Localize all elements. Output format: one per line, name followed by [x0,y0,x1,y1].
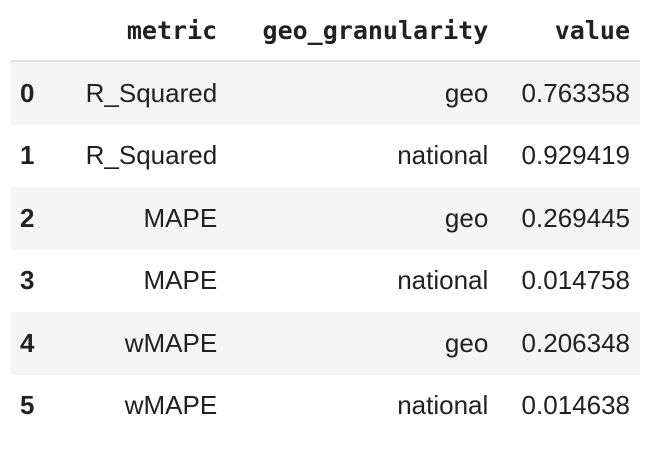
cell-geo-granularity: geo [227,187,499,250]
row-index: 0 [10,61,60,125]
header-index [10,0,60,62]
row-index: 1 [20,140,35,171]
cell-value: 0.014638 [521,390,630,421]
cell-value: 0.269445 [498,187,640,250]
cell-geo-granularity: national [397,265,489,296]
cell-geo-granularity: national [397,140,489,171]
cell-value: 0.763358 [498,61,640,125]
cell-geo-granularity: geo [227,312,499,375]
table-row: 4 wMAPE geo 0.206348 [10,312,640,375]
cell-geo-granularity: geo [227,61,499,125]
row-index: 2 [10,187,60,250]
cell-metric: wMAPE [60,312,228,375]
header-row: metric geo_granularity value [10,0,640,62]
header-value: value [498,0,640,62]
dataframe-table: metric geo_granularity value 0 R_Squared g… [10,0,640,437]
table-row: 3 MAPE national 0.014758 [10,250,640,313]
table-row: 1 R_Squared national 0.929419 [10,125,640,188]
row-index: 4 [10,312,60,375]
cell-value: 0.014758 [521,265,630,296]
table-row: 5 wMAPE national 0.014638 [10,375,640,438]
cell-metric: wMAPE [124,390,218,421]
table-row: 2 MAPE geo 0.269445 [10,187,640,250]
cell-metric: MAPE [143,265,218,296]
cell-value: 0.929419 [521,140,630,171]
table-row: 0 R_Squared geo 0.763358 [10,61,640,125]
cell-metric: R_Squared [60,61,228,125]
header-geo-granularity: geo_granularity [227,0,499,62]
cell-value: 0.206348 [498,312,640,375]
cell-metric: R_Squared [85,140,218,171]
cell-geo-granularity: national [397,390,489,421]
row-index: 3 [20,265,35,296]
row-index: 5 [20,390,35,421]
cell-metric: MAPE [60,187,228,250]
header-metric: metric [60,0,228,62]
